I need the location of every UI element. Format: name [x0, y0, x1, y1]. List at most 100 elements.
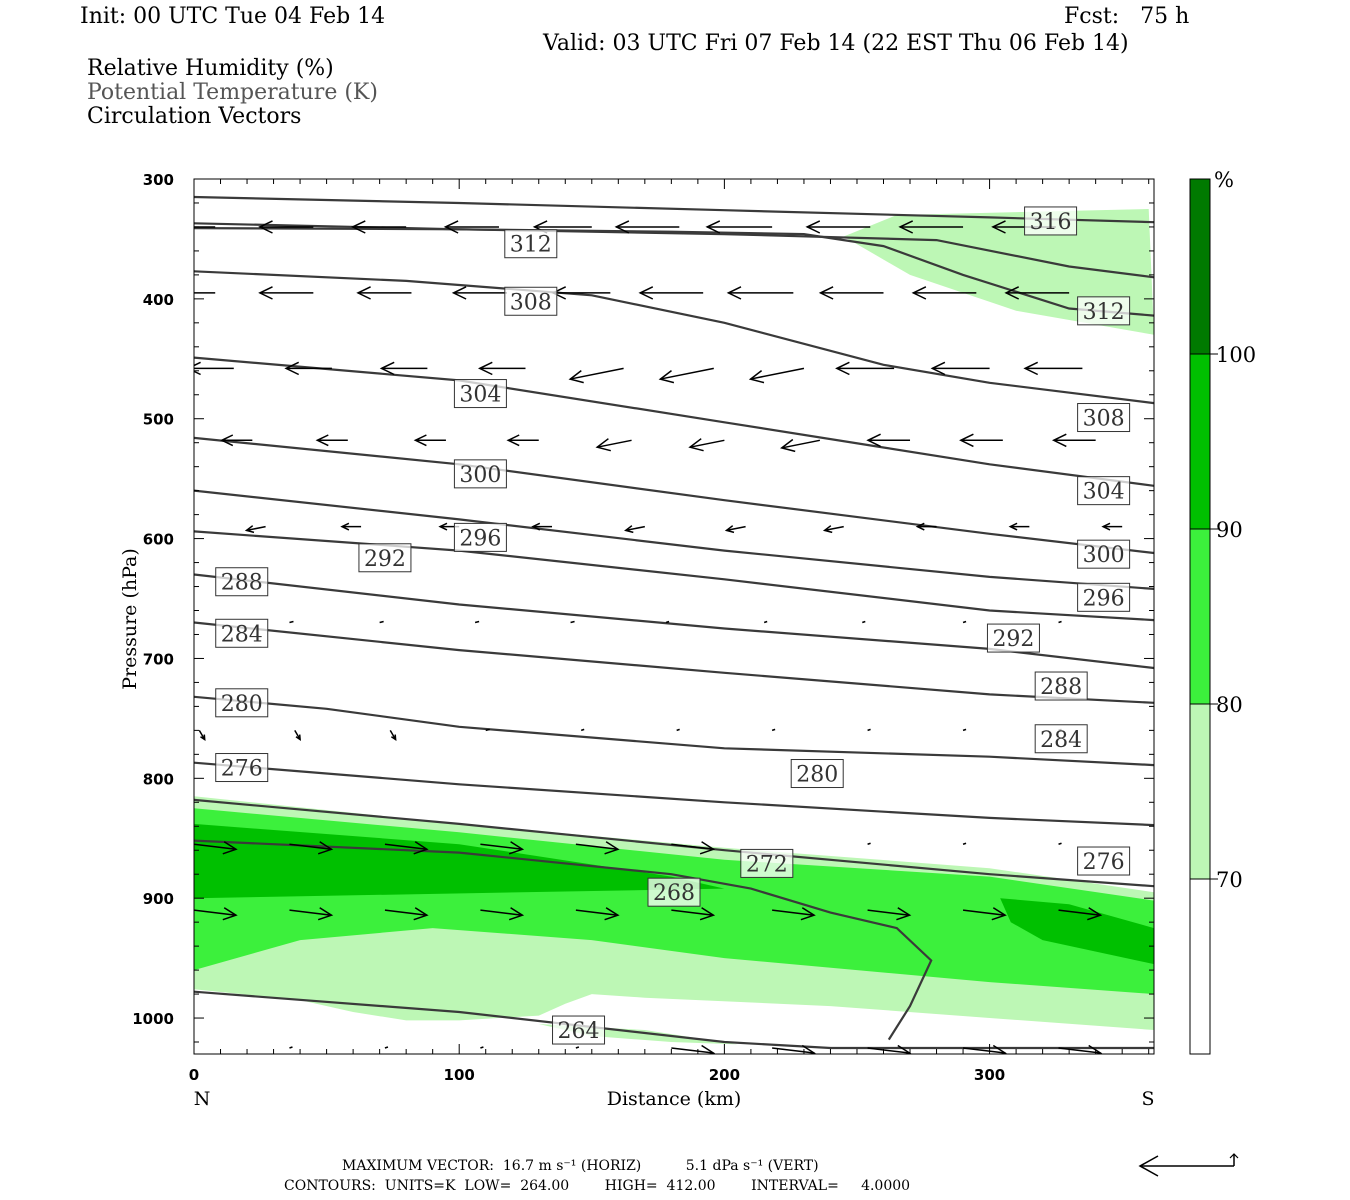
max-vector-note: MAXIMUM VECTOR: 16.7 m s⁻¹ (HORIZ) 5.1 d…: [342, 1158, 819, 1174]
contour-label-288-13: 288: [215, 567, 269, 597]
y-tick-label-500: 500: [143, 411, 174, 429]
vector-6-1: [294, 729, 301, 742]
vector-3-1: [315, 434, 348, 447]
contour-label-284-15: 284: [215, 618, 269, 648]
svg-text:300: 300: [459, 463, 501, 488]
svg-text:284: 284: [1040, 728, 1082, 753]
vector-1-2: [356, 286, 412, 300]
vector-4-1: [340, 522, 362, 531]
contour-label-304-5: 304: [453, 379, 507, 409]
vector-9-5: [772, 1044, 816, 1054]
x-tick-label-200: 200: [709, 1066, 740, 1084]
svg-text:280: 280: [796, 763, 838, 788]
contour-label-284-16: 284: [1034, 724, 1088, 754]
svg-text:276: 276: [221, 757, 263, 782]
vector-0-1: [258, 220, 314, 234]
vector-4-0: [244, 525, 266, 534]
svg-text:308: 308: [1083, 407, 1125, 432]
vector-9-8: [1058, 1044, 1103, 1054]
vector-3-0: [220, 434, 253, 447]
svg-text:300: 300: [1083, 543, 1125, 568]
vector-0-8: [898, 220, 964, 234]
vector-1-5: [638, 286, 704, 300]
vector-5-7: [962, 620, 967, 624]
svg-text:272: 272: [746, 852, 788, 877]
vector-7-4: [575, 841, 620, 855]
colorbar-segment-4: [1189, 178, 1211, 355]
contour-label-308-4: 308: [1077, 403, 1131, 433]
vector-6-0: [198, 729, 206, 741]
y-tick-label-1000: 1000: [132, 1010, 174, 1028]
vector-0-5: [614, 220, 680, 234]
vector-6-7: [867, 728, 871, 732]
forecast-hour-label: Fcst: 75 h: [1064, 4, 1190, 29]
vector-1-7: [818, 286, 884, 300]
vector-4-6: [822, 525, 844, 534]
vector-5-8: [1058, 620, 1062, 624]
vector-5-3: [570, 620, 575, 624]
vector-7-6: [867, 842, 871, 845]
vector-3-3: [506, 434, 539, 447]
svg-text:296: 296: [1083, 586, 1125, 611]
colorbar-label-100: 100: [1216, 343, 1256, 367]
vector-7-8: [1058, 842, 1062, 845]
colorbar-segment-1: [1189, 703, 1211, 880]
svg-text:276: 276: [1083, 850, 1125, 875]
axis-ticks: 300 400 500 600 700 800 900 1000 0 100 200 300: [132, 171, 1154, 1084]
vector-9-0: [289, 1046, 293, 1049]
vector-3-6: [780, 438, 821, 453]
colorbar-segment-2: [1189, 528, 1211, 705]
vector-0-2: [350, 220, 407, 234]
contour-label-280-18: 280: [790, 759, 844, 789]
contour-label-268-22: 268: [647, 877, 701, 907]
contour-label-292-11: 292: [358, 543, 412, 573]
theta-contour-280-10: [194, 695, 1154, 767]
vector-3-2: [413, 434, 446, 447]
vector-9-3: [575, 1046, 580, 1049]
contour-label-296-10: 296: [1077, 582, 1131, 612]
svg-text:268: 268: [653, 881, 695, 906]
vector-2-8: [930, 361, 990, 376]
theta-contour-276-11: [194, 761, 1154, 827]
svg-text:288: 288: [221, 571, 263, 596]
y-axis-title: Pressure (hPa): [119, 548, 141, 690]
vector-2-0: [194, 361, 234, 376]
contour-label-276-20: 276: [1077, 846, 1131, 876]
contour-label-292-12: 292: [986, 623, 1040, 653]
contour-label-276-19: 276: [215, 753, 269, 783]
vector-3-9: [1051, 433, 1096, 448]
vector-8-4: [575, 907, 620, 921]
svg-text:280: 280: [221, 692, 263, 717]
contour-label-288-14: 288: [1034, 671, 1088, 701]
contour-label-304-6: 304: [1077, 476, 1131, 506]
vector-2-4: [568, 367, 624, 384]
vector-5-0: [289, 620, 294, 624]
colorbar-label-90: 90: [1216, 518, 1243, 542]
theta-contour-264-14: [194, 990, 1154, 1050]
vector-7-1: [289, 841, 334, 855]
y-tick-label-300: 300: [143, 171, 174, 189]
vector-2-5: [658, 367, 714, 384]
vector-4-3: [531, 522, 553, 531]
vector-4-5: [724, 525, 746, 534]
vector-8-6: [772, 907, 816, 921]
vector-1-0: [194, 292, 216, 294]
contour-label-280-17: 280: [215, 688, 269, 718]
vector-9-1: [384, 1046, 389, 1049]
y-tick-label-900: 900: [143, 890, 174, 908]
contour-label-312-1: 312: [504, 229, 558, 259]
vector-8-8: [962, 907, 1007, 921]
y-tick-label-600: 600: [143, 531, 174, 549]
theta-contour-296-6: [194, 489, 1154, 590]
svg-text:308: 308: [510, 290, 552, 315]
contour-info-note: CONTOURS: UNITS=K LOW= 264.00 HIGH= 412.…: [284, 1178, 911, 1194]
x-axis-title: Distance (km): [607, 1088, 742, 1110]
svg-text:292: 292: [992, 627, 1034, 652]
vector-1-9: [1004, 286, 1070, 300]
rh-region-90-4: [1000, 898, 1154, 965]
contour-label-300-8: 300: [1077, 539, 1131, 569]
theta-contour-272-12: [194, 798, 1154, 888]
vector-8-0: [194, 907, 238, 921]
plot-frame: [193, 178, 1155, 1055]
